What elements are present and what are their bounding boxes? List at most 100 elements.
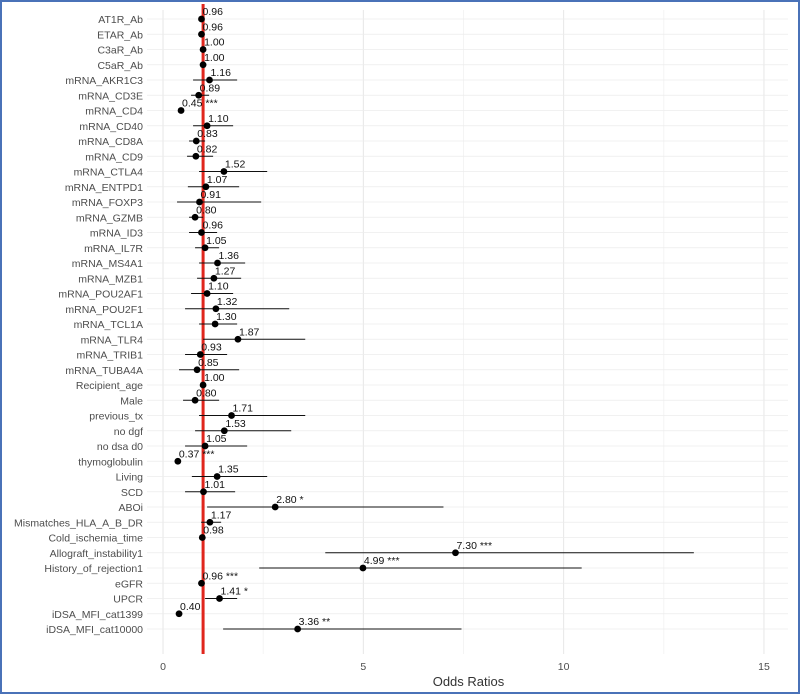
odds-ratio-label: 0.45 *** [182, 98, 218, 110]
x-tick-label: 15 [758, 661, 770, 673]
odds-ratio-label: 0.96 [202, 220, 223, 232]
odds-ratio-point [212, 305, 220, 313]
odds-ratio-point [196, 198, 203, 206]
odds-ratio-point [271, 503, 279, 511]
category-label: AT1R_Ab [98, 14, 143, 26]
category-label: mRNA_GZMB [76, 212, 143, 224]
category-label: SCD [121, 487, 144, 499]
x-tick-label: 10 [558, 661, 570, 673]
category-label: mRNA_CD3E [78, 90, 143, 102]
odds-ratio-point [192, 137, 200, 145]
odds-ratio-label: 1.00 [204, 52, 225, 64]
odds-ratio-label: 0.80 [196, 204, 217, 216]
odds-ratio-point [214, 259, 221, 267]
odds-ratio-point [198, 579, 205, 587]
odds-ratio-label: 1.32 [217, 296, 238, 308]
odds-ratio-label: 1.41 * [221, 586, 248, 598]
category-label: Male [120, 395, 143, 407]
category-label: mRNA_TUBA4A [65, 365, 143, 377]
odds-ratio-point [452, 549, 459, 557]
odds-ratio-label: 1.05 [206, 235, 227, 247]
odds-ratio-label: 0.96 [202, 21, 223, 33]
odds-ratio-point [202, 183, 210, 191]
category-label: mRNA_ID3 [90, 228, 143, 240]
category-label: mRNA_POU2AF1 [58, 289, 143, 301]
odds-ratio-point [195, 91, 203, 99]
odds-ratio-point [234, 335, 242, 343]
category-label: mRNA_CD4 [85, 106, 143, 118]
category-label: mRNA_ENTPD1 [65, 182, 143, 194]
category-label: mRNA_AKR1C3 [65, 75, 143, 87]
category-label: mRNA_IL7R [84, 243, 143, 255]
category-label: Living [116, 472, 144, 484]
category-label: UPCR [113, 594, 143, 606]
odds-ratio-point [220, 427, 228, 435]
odds-ratio-label: 1.52 [225, 159, 246, 171]
odds-ratio-point [191, 396, 199, 404]
category-label: mRNA_MZB1 [78, 273, 143, 285]
odds-ratio-point [359, 564, 367, 572]
category-label: Cold_ischemia_time [48, 533, 143, 545]
odds-ratio-point [211, 320, 219, 328]
odds-ratio-point [199, 381, 207, 389]
grid-layer [147, 10, 788, 654]
odds-ratio-point [199, 46, 207, 53]
category-label: ETAR_Ab [97, 29, 143, 41]
odds-ratio-point [191, 213, 199, 221]
odds-ratio-label: 0.85 [198, 357, 219, 369]
x-tick-label: 0 [160, 661, 166, 673]
odds-ratio-label: 0.98 [203, 525, 224, 537]
odds-ratio-point [220, 168, 228, 175]
category-label: mRNA_FOXP3 [72, 197, 143, 209]
odds-ratio-label: 1.53 [225, 418, 246, 430]
category-label: mRNA_CTLA4 [74, 167, 144, 179]
odds-ratio-point [206, 76, 213, 84]
odds-ratio-label: 0.91 [200, 189, 221, 201]
odds-ratio-point [200, 488, 207, 496]
category-label: mRNA_TLR4 [81, 334, 144, 346]
odds-ratio-label: 1.10 [208, 113, 229, 125]
odds-ratio-label: 1.00 [204, 37, 225, 49]
odds-ratio-point [201, 244, 209, 252]
odds-ratio-label: 7.30 *** [456, 540, 492, 552]
odds-ratio-point [177, 107, 185, 114]
odds-ratio-label: 0.93 [201, 342, 222, 354]
category-label: C5aR_Ab [97, 60, 143, 72]
odds-ratio-label: 1.07 [207, 174, 228, 186]
odds-ratio-point [216, 595, 223, 602]
odds-ratio-label: 1.87 [239, 326, 260, 338]
category-label: mRNA_CD40 [79, 121, 143, 133]
x-axis: 0 5 10 15 [160, 661, 770, 673]
odds-ratio-label: 3.36 ** [299, 616, 331, 628]
category-label: C3aR_Ab [97, 45, 143, 57]
category-label: Recipient_age [76, 380, 143, 392]
category-label: eGFR [115, 578, 143, 590]
category-label: mRNA_MS4A1 [72, 258, 143, 270]
odds-ratio-point [206, 518, 214, 526]
confidence-interval-layer [177, 18, 694, 630]
odds-ratio-label: 1.30 [216, 311, 237, 323]
odds-ratio-label: 0.80 [196, 387, 217, 399]
x-tick-label: 5 [360, 661, 366, 673]
label-layer: 0.96 AT1R_Ab 0.96 ETAR_Ab 1.00 C3aR_Ab 1.00 C5a… [14, 6, 492, 636]
odds-ratio-label: 0.82 [197, 143, 218, 155]
odds-ratio-label: 1.00 [204, 372, 225, 384]
odds-ratio-point [210, 274, 218, 282]
odds-ratio-label: 0.83 [197, 128, 218, 140]
category-label: mRNA_TRIB1 [76, 350, 143, 362]
odds-ratio-label: 1.71 [233, 403, 254, 415]
odds-ratio-point [203, 290, 211, 297]
odds-ratio-label: 2.80 * [276, 494, 303, 506]
odds-ratio-point [174, 457, 182, 465]
category-label: mRNA_CD9 [85, 151, 143, 163]
category-label: mRNA_POU2F1 [65, 304, 143, 316]
odds-ratio-point [175, 610, 183, 618]
category-label: iDSA_MFI_cat1399 [52, 609, 143, 621]
odds-ratio-point [196, 351, 204, 358]
odds-ratio-point [193, 366, 201, 374]
category-label: Mismatches_HLA_A_B_DR [14, 517, 143, 529]
odds-ratio-point [198, 15, 205, 23]
category-label: ABOi [118, 502, 143, 514]
odds-ratio-point [198, 229, 205, 236]
